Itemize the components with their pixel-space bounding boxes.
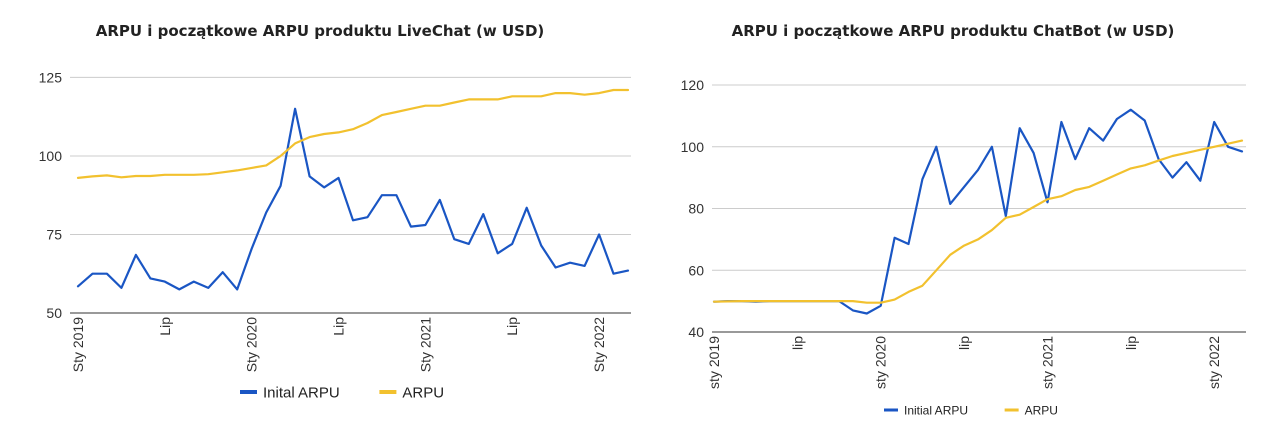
y-tick-label: 50	[46, 305, 62, 321]
x-tick-label: lip	[956, 336, 972, 350]
y-tick-label: 60	[688, 262, 704, 278]
y-tick-label: 120	[681, 77, 705, 93]
series-line-arpu	[712, 139, 1244, 304]
series-line-arpu	[76, 88, 630, 179]
x-tick-label: Sty 2021	[417, 317, 433, 372]
y-tick-label: 125	[39, 69, 63, 85]
legend-label: Inital ARPU	[263, 384, 340, 401]
x-tick-label: Sty 2019	[70, 317, 86, 372]
x-tick-label: Sty 2020	[244, 317, 260, 372]
x-tick-label: sty 2020	[873, 336, 889, 389]
livechat-chart-panel: ARPU i początkowe ARPU produktu LiveChat…	[39, 22, 631, 401]
x-tick-label: lip	[789, 336, 805, 350]
y-tick-label: 100	[681, 139, 705, 155]
x-tick-label: sty 2021	[1039, 336, 1055, 389]
legend-label: ARPU	[1025, 403, 1058, 417]
series-line-initial-arpu	[712, 108, 1244, 315]
x-tick-label: Lip	[331, 317, 347, 336]
chart-title: ARPU i początkowe ARPU produktu LiveChat…	[95, 22, 545, 40]
y-tick-label: 75	[46, 226, 62, 242]
y-tick-label: 80	[688, 201, 704, 217]
x-tick-label: Lip	[157, 317, 173, 336]
y-tick-label: 100	[39, 148, 63, 164]
x-tick-label: lip	[1123, 336, 1139, 350]
x-tick-label: sty 2019	[706, 336, 722, 389]
legend-label: ARPU	[402, 384, 444, 401]
x-tick-label: Sty 2022	[591, 317, 607, 372]
livechat-line-chart: 50 75 100 125 Sty 2019 Lip Sty 2020 Lip Sty 2021…	[39, 69, 631, 401]
x-tick-label: Lip	[504, 317, 520, 336]
y-tick-label: 40	[688, 324, 704, 340]
series-line-initial-arpu	[76, 107, 630, 291]
chatbot-chart-panel: ARPU i początkowe ARPU produktu ChatBot …	[640, 0, 1266, 427]
chatbot-line-chart: 40 60 80 100 120 sty 2019 lip sty 2020 lip sty 20…	[681, 77, 1246, 417]
x-tick-label: sty 2022	[1206, 336, 1222, 389]
chart-title: ARPU i początkowe ARPU produktu ChatBot …	[731, 22, 1175, 40]
legend-label: Initial ARPU	[904, 403, 968, 417]
